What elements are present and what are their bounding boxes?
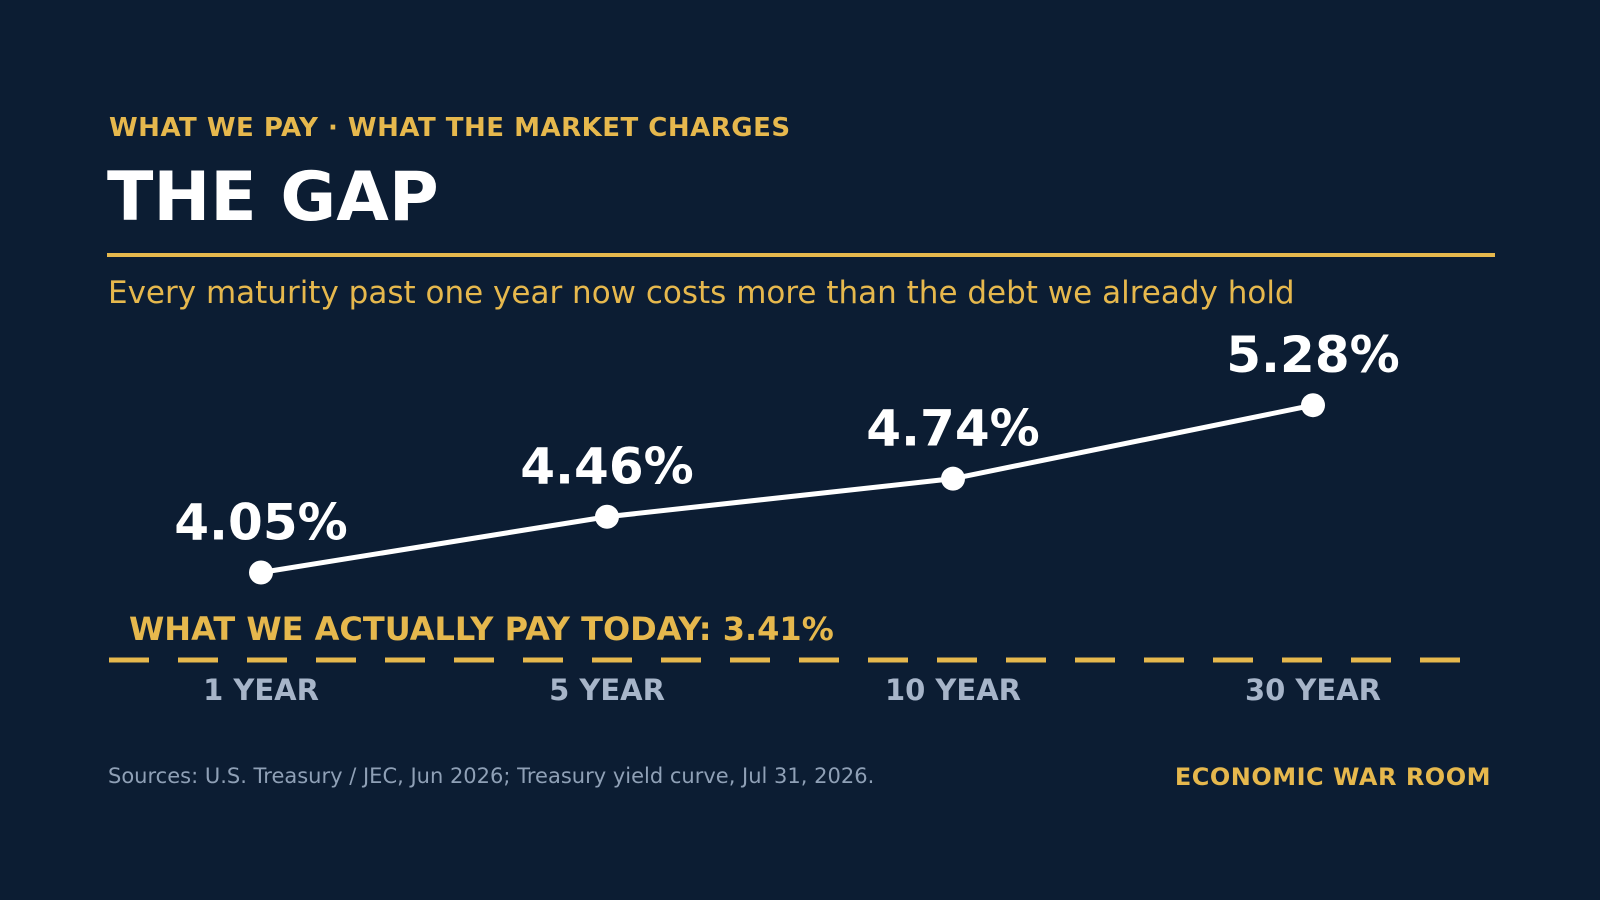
- data-label: 4.46%: [520, 438, 693, 496]
- kicker-text: WHAT WE PAY · WHAT THE MARKET CHARGES: [109, 113, 791, 143]
- data-label: 4.74%: [866, 400, 1039, 458]
- data-point: [595, 504, 619, 529]
- data-label: 4.05%: [174, 494, 347, 552]
- data-label: 5.28%: [1226, 326, 1399, 384]
- title-divider: [107, 253, 1495, 257]
- data-point: [941, 466, 965, 491]
- sources-footnote: Sources: U.S. Treasury / JEC, Jun 2026; …: [108, 764, 875, 788]
- x-tick-label: 10 YEAR: [885, 673, 1021, 707]
- reference-line-label: WHAT WE ACTUALLY PAY TODAY: 3.41%: [129, 610, 834, 648]
- data-point: [1301, 393, 1325, 418]
- page-title: THE GAP: [107, 158, 439, 237]
- x-tick-label: 1 YEAR: [203, 673, 319, 707]
- subtitle: Every maturity past one year now costs m…: [108, 275, 1295, 311]
- x-tick-label: 30 YEAR: [1245, 673, 1381, 707]
- x-tick-label: 5 YEAR: [549, 673, 665, 707]
- series-line: [258, 402, 1316, 575]
- data-point: [249, 560, 273, 585]
- brand-label: ECONOMIC WAR ROOM: [1174, 763, 1491, 791]
